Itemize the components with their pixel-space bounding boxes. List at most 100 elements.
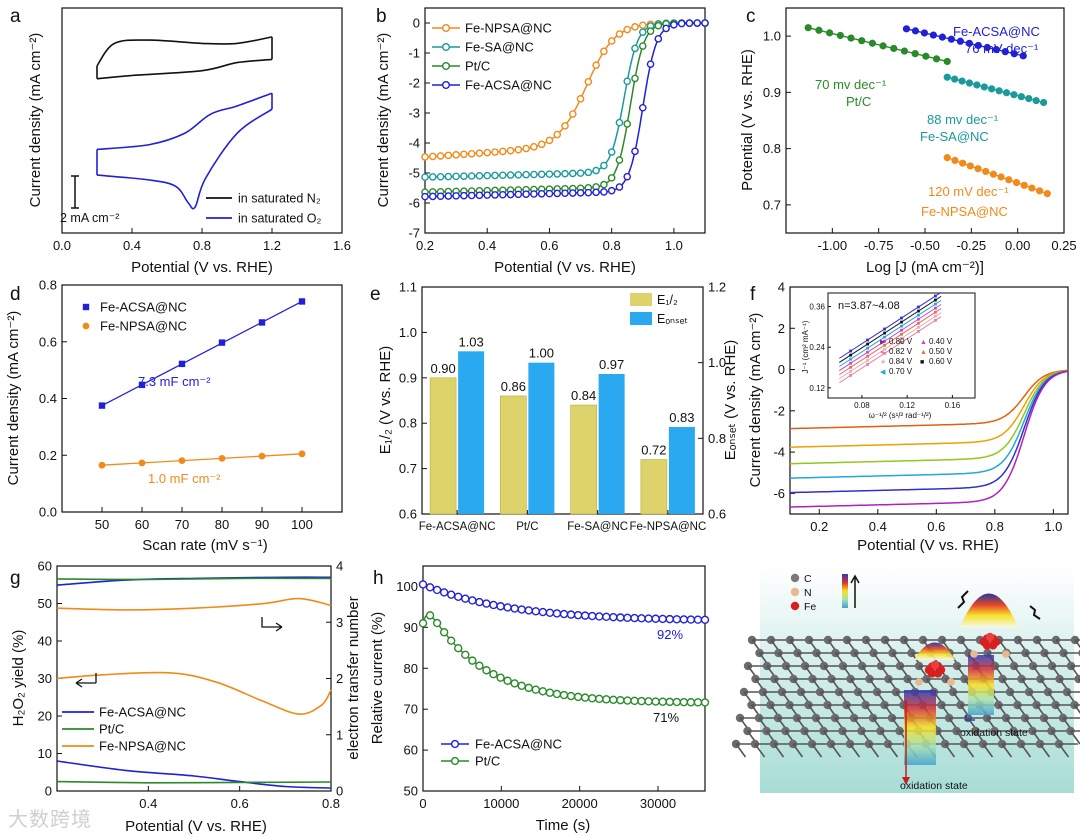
data-point (452, 151, 460, 159)
y-tick-label: 20 (38, 709, 52, 724)
legend-label: E₁/₂ (657, 293, 678, 307)
data-point (538, 687, 548, 696)
bar-e-half (570, 404, 597, 515)
panel-e: e 0.6 0.7 0.8 0.9 1.0 1.1 0.6 0.8 1.0 1.2 E₁/₂ (V v… (370, 280, 739, 534)
data-point (1012, 178, 1021, 187)
bond (1073, 704, 1080, 714)
axis-arrow-right (261, 617, 283, 632)
desorption-arrows (957, 590, 1041, 620)
data-point (902, 25, 911, 33)
y-tick-label: -5 (408, 166, 420, 181)
data-point (858, 37, 866, 45)
data-point (943, 154, 951, 162)
data-point (537, 190, 546, 198)
bond (811, 743, 823, 758)
data-point (685, 19, 694, 27)
y-tick-label: 100 (396, 579, 418, 594)
data-point (670, 20, 678, 29)
x-tick-label: 30000 (640, 796, 676, 811)
cv-curve-lower (96, 58, 273, 80)
bond (1001, 743, 1013, 758)
data-point (421, 192, 429, 201)
data-point (444, 151, 453, 160)
data-point (631, 44, 639, 53)
y-tick-label: 4 (336, 559, 343, 574)
data-point (561, 122, 569, 130)
y-tick-label: 60 (38, 559, 52, 574)
legend-label: Fe-SA@NC (465, 40, 534, 55)
data-point (665, 614, 674, 624)
data-point (602, 695, 611, 704)
x-tick-label: 70 (175, 517, 189, 532)
data-point (460, 172, 468, 180)
x-axis-label: Scan rate (mV s⁻¹) (142, 537, 267, 554)
data-point (442, 62, 451, 71)
series-label: Fe-SA@NC (920, 129, 989, 144)
data-point (489, 600, 498, 610)
y-tick-label: -7 (408, 226, 420, 241)
data-point (847, 34, 855, 42)
inset-legend-label: 0.82 V (889, 347, 913, 356)
slope-label: 76 mV dec⁻¹ (965, 41, 1039, 56)
data-point (637, 696, 646, 706)
inset-point (866, 354, 869, 358)
data-point (662, 24, 670, 33)
inset-point (849, 349, 853, 353)
series-label: Fe-ACSA@NC (953, 24, 1040, 39)
data-point (592, 166, 600, 175)
y-tick-label: -1 (408, 46, 420, 61)
bar-value-label: 0.83 (669, 410, 694, 425)
fit-line (101, 300, 303, 407)
data-point (545, 688, 555, 697)
data-point (693, 19, 702, 27)
inset-point (900, 332, 903, 336)
data-point (584, 77, 593, 86)
x-tick-label: -0.50 (910, 238, 940, 253)
data-point (468, 596, 477, 605)
data-point (965, 79, 974, 87)
y-tick-label: 0.8 (399, 416, 417, 431)
data-point (178, 457, 186, 465)
h2o2-yield-curve (56, 760, 332, 789)
panel-a: a 0.0 0.4 0.8 1.2 1.6 Potential (V vs. RHE) Cur… (10, 6, 351, 276)
data-point (545, 189, 554, 198)
y-tick-label: 1 (336, 727, 343, 742)
data-point (658, 697, 667, 706)
inset-point (849, 369, 853, 373)
data-point (631, 23, 639, 31)
oxidation-state-label: oxidation state (900, 780, 968, 792)
final-retention-label: 92% (657, 627, 683, 642)
data-point (686, 615, 696, 624)
data-point (938, 33, 946, 41)
data-point (522, 190, 530, 198)
data-point (498, 171, 507, 180)
data-point (421, 173, 429, 181)
inset-legend-marker: ■ (920, 359, 924, 366)
rde-curve (790, 370, 1069, 479)
bar-value-label: 0.90 (430, 361, 455, 376)
y-axis-label: Eₒₙₛₑₜ (V vs. RHE) (722, 340, 739, 461)
data-point (631, 147, 639, 156)
data-point (623, 613, 632, 622)
final-retention-label: 71% (653, 710, 679, 725)
data-point (1036, 187, 1044, 195)
data-point (447, 636, 456, 645)
data-point (602, 612, 611, 622)
data-point (607, 174, 616, 182)
inset-frame (827, 292, 976, 399)
y-tick-label: -2 (773, 403, 785, 418)
inset-annotation: n=3.87~4.08 (838, 300, 900, 312)
inset-fit-line (839, 291, 942, 359)
data-point (460, 150, 468, 159)
inset-legend-marker: ● (880, 349, 884, 356)
data-point (436, 192, 445, 201)
bar-value-label: 0.86 (501, 379, 526, 394)
data-point (530, 170, 538, 179)
data-point (475, 149, 484, 158)
scale-bar-label: 2 mA cm⁻² (60, 211, 119, 225)
data-point (514, 145, 523, 154)
y-tick-label: 0.8 (763, 141, 781, 156)
rde-curve (790, 370, 1069, 465)
y-tick-label: 40 (38, 634, 52, 649)
